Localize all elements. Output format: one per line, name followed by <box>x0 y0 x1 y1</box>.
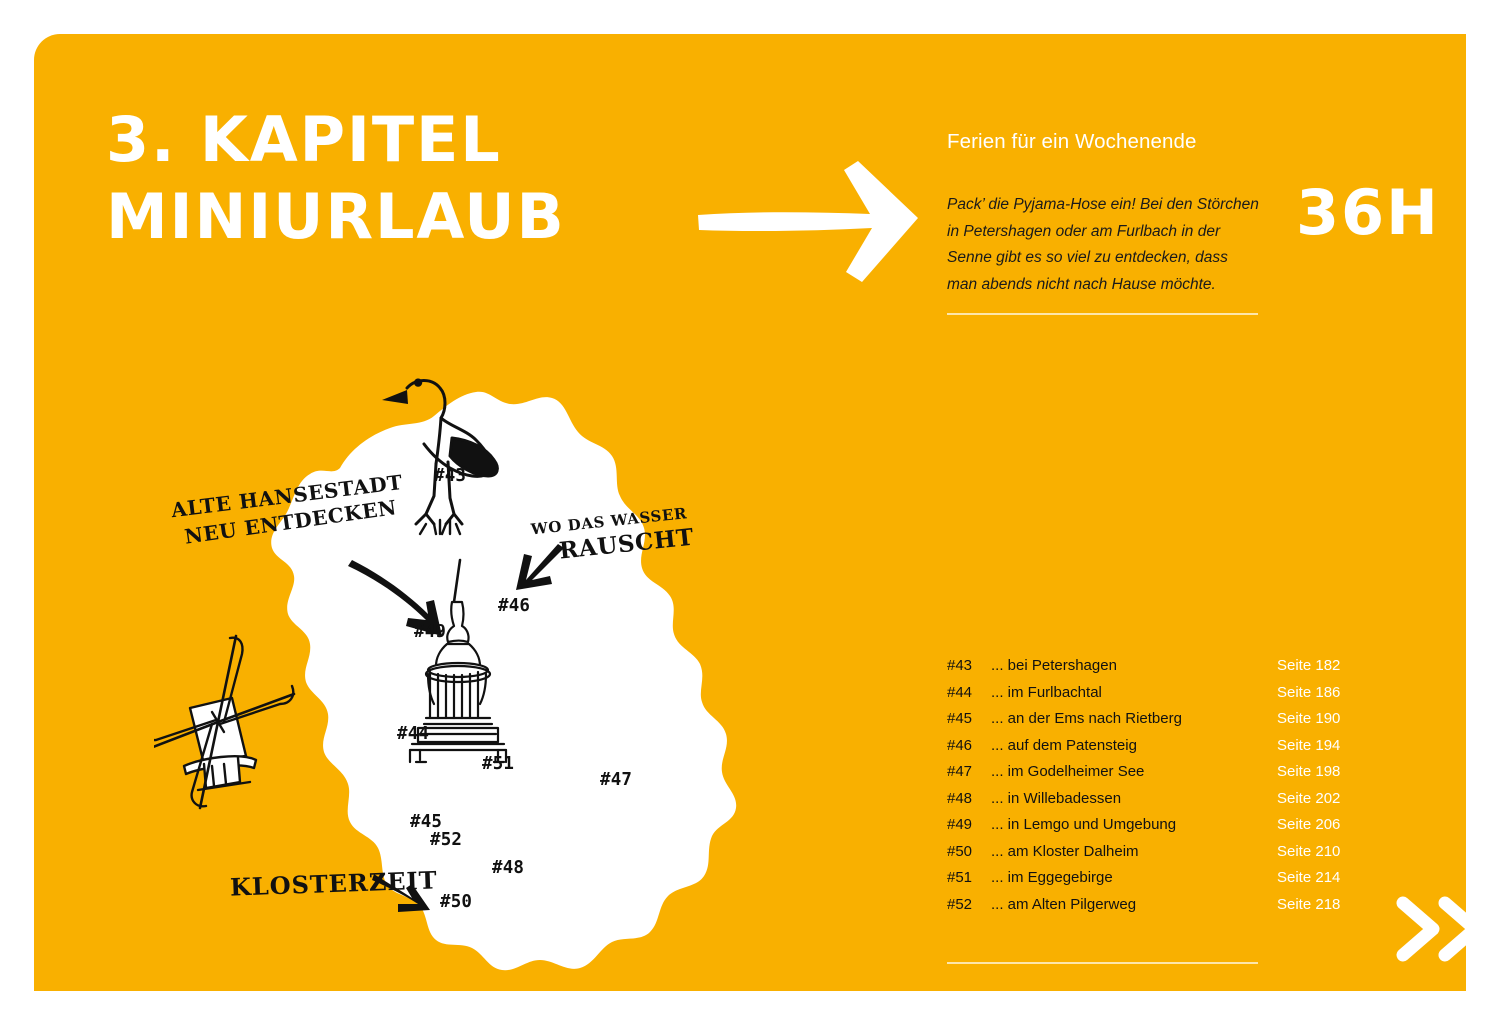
list-item-page: Seite 198 <box>1277 763 1341 780</box>
list-item-number: #44 <box>947 683 973 701</box>
list-item-title: ... am Kloster Dalheim <box>991 842 1139 860</box>
list-item-number: #49 <box>947 816 973 833</box>
list-item-title: ... im Godelheimer See <box>991 763 1145 780</box>
list-item-page: Seite 202 <box>1277 789 1341 807</box>
list-item-number: #43 <box>947 657 973 674</box>
list-item-title: ... auf dem Patensteig <box>991 736 1137 754</box>
list-item-page: Seite 210 <box>1277 842 1341 860</box>
list-item-page: Seite 206 <box>1277 816 1341 833</box>
list-item-page: Seite 218 <box>1277 895 1341 913</box>
list-item[interactable]: #48 ... in Willebadessen Seite 202 <box>947 790 1347 817</box>
list-item-page: Seite 214 <box>1277 869 1341 886</box>
arrow-right-small-icon <box>372 874 430 912</box>
list-item-title: ... in Willebadessen <box>991 789 1122 807</box>
list-item[interactable]: #47 ... im Godelheimer See Seite 198 <box>947 763 1347 790</box>
list-item-page: Seite 182 <box>1277 657 1341 674</box>
list-item-title: ... im Furlbachtal <box>991 683 1102 701</box>
arrow-down-left-icon <box>516 544 564 590</box>
map-marker-46[interactable]: #46 <box>498 596 531 616</box>
list-item-number: #47 <box>947 763 973 780</box>
intro-kicker: Ferien für ein Wochenende <box>947 130 1197 153</box>
list-item-title: ... an der Ems nach Rietberg <box>991 710 1182 727</box>
map-marker-51[interactable]: #51 <box>482 754 515 774</box>
chapter-contents-list: #43 ... bei Petershagen Seite 182 #44 ..… <box>947 657 1347 922</box>
map-marker-45[interactable]: #45 <box>410 812 443 832</box>
map-marker-44[interactable]: #44 <box>397 724 430 744</box>
list-item-title: ... am Alten Pilgerweg <box>991 895 1137 913</box>
list-item-number: #52 <box>947 895 973 913</box>
list-item-title: ... bei Petershagen <box>991 657 1117 674</box>
list-item-number: #51 <box>947 869 973 886</box>
list-item-page: Seite 190 <box>1277 710 1341 727</box>
map-marker-43[interactable]: #43 <box>434 466 467 486</box>
chapter-name-label: MINIURLAUB <box>106 179 566 253</box>
list-item-title: ... in Lemgo und Umgebung <box>991 816 1177 833</box>
duration-badge: 36H <box>1296 176 1440 249</box>
orange-panel: 3. KAPITEL MINIURLAUB Ferien für ein Woc… <box>34 34 1482 994</box>
list-item-number: #50 <box>947 842 973 860</box>
map-region-shape <box>271 391 737 971</box>
list-item-number: #46 <box>947 736 973 754</box>
list-item-number: #48 <box>947 789 973 807</box>
intro-paragraph: Pack’ die Pyjama-Hose ein! Bei den Störc… <box>947 196 1259 293</box>
arrow-curve-down-right-icon <box>348 560 442 636</box>
list-item[interactable]: #46 ... auf dem Patensteig Seite 194 <box>947 737 1347 764</box>
hermannsdenkmal-illustration <box>408 558 508 764</box>
map-marker-52[interactable]: #52 <box>430 830 463 850</box>
list-item-page: Seite 186 <box>1277 683 1341 701</box>
windmill-illustration <box>154 634 296 810</box>
intro-block: Ferien für ein Wochenende Pack’ die Pyja… <box>947 130 1259 299</box>
list-item-page: Seite 194 <box>1277 736 1341 754</box>
arrow-right-icon <box>694 152 924 292</box>
list-item[interactable]: #45 ... an der Ems nach Rietberg Seite 1… <box>947 710 1347 737</box>
page-title: 3. KAPITEL MINIURLAUB <box>106 103 726 253</box>
map-marker-50[interactable]: #50 <box>440 892 473 912</box>
chapter-number-label: 3. KAPITEL <box>106 103 502 176</box>
list-item[interactable]: #51 ... im Eggegebirge Seite 214 <box>947 869 1347 896</box>
chevron-double-right-icon[interactable] <box>1389 889 1499 969</box>
map-marker-47[interactable]: #47 <box>600 770 633 790</box>
list-item-title: ... im Eggegebirge <box>991 869 1113 886</box>
region-map: ALTE HANSESTADT NEU ENTDECKEN WO DAS WAS… <box>154 364 774 994</box>
divider-top <box>947 313 1258 315</box>
list-item[interactable]: #49 ... in Lemgo und Umgebung Seite 206 <box>947 816 1347 843</box>
list-item-number: #45 <box>947 710 973 727</box>
list-item[interactable]: #52 ... am Alten Pilgerweg Seite 218 <box>947 896 1347 923</box>
divider-bottom <box>947 962 1258 964</box>
map-marker-48[interactable]: #48 <box>492 858 525 878</box>
map-marker-49[interactable]: #49 <box>414 622 447 642</box>
list-item[interactable]: #44 ... im Furlbachtal Seite 186 <box>947 684 1347 711</box>
list-item[interactable]: #50 ... am Kloster Dalheim Seite 210 <box>947 843 1347 870</box>
stork-illustration <box>382 378 499 536</box>
list-item[interactable]: #43 ... bei Petershagen Seite 182 <box>947 657 1347 684</box>
